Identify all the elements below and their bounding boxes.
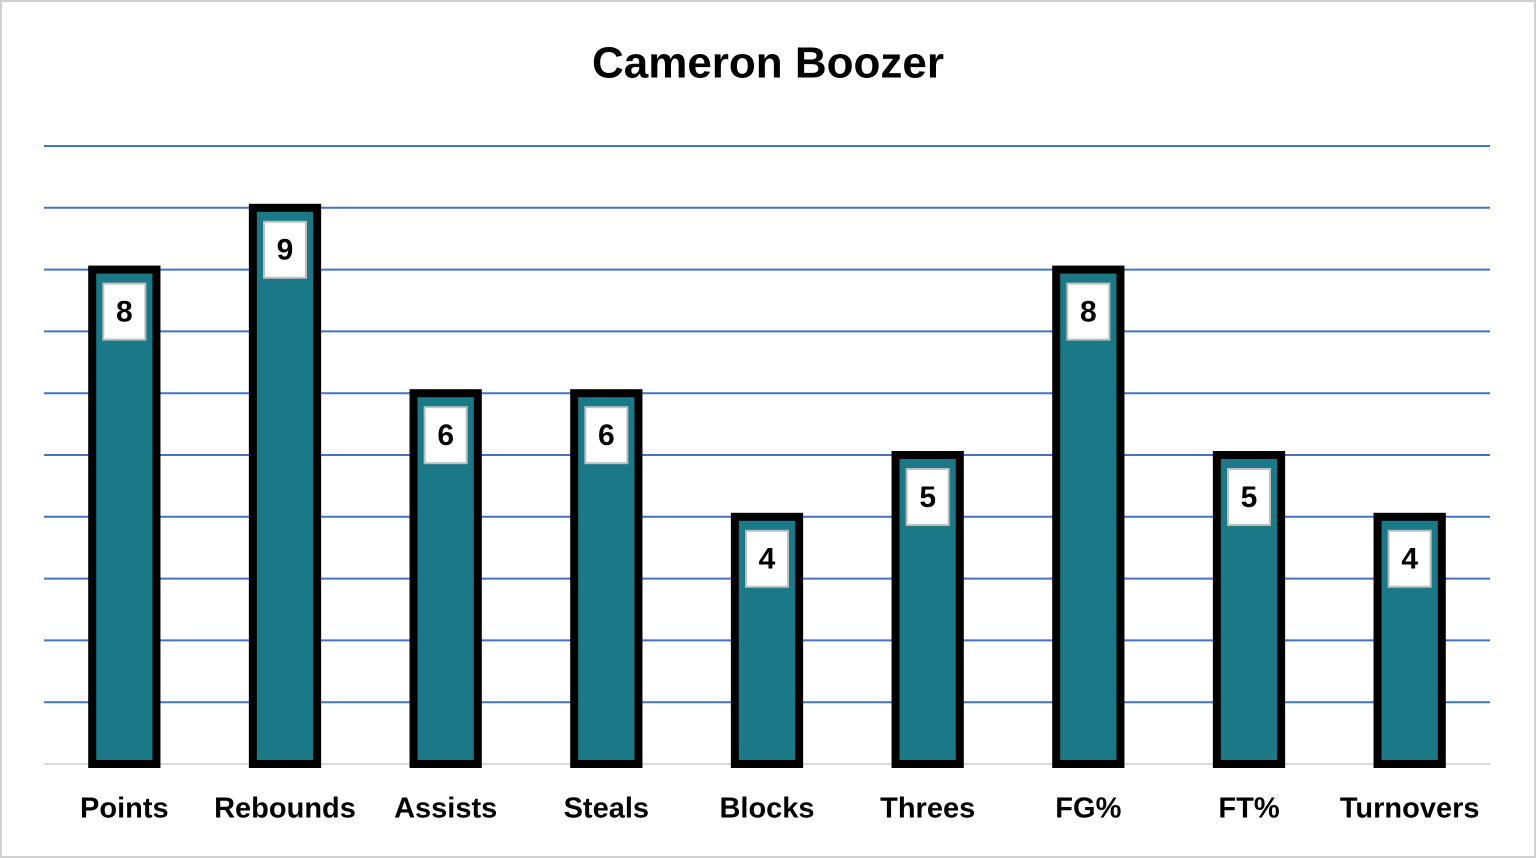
value-label-box <box>102 282 147 341</box>
value-label-box <box>1066 282 1111 341</box>
value-label-box <box>905 468 950 526</box>
bar <box>88 265 161 768</box>
value-label-box <box>745 529 789 588</box>
value-label: 6 <box>598 419 615 452</box>
x-tick-label: Blocks <box>719 793 814 825</box>
value-label: 5 <box>1241 481 1258 514</box>
value-label: 8 <box>116 296 133 329</box>
x-tick-label: FT% <box>1218 793 1279 825</box>
x-tick-label: Steals <box>564 793 649 825</box>
value-label: 9 <box>277 234 294 267</box>
value-label: 5 <box>919 481 936 514</box>
x-tick-label: Points <box>80 793 169 825</box>
x-tick-label: Rebounds <box>214 793 356 825</box>
x-tick-label: FG% <box>1055 793 1121 825</box>
value-label-box <box>1227 468 1271 526</box>
value-label: 8 <box>1080 296 1097 329</box>
value-label: 6 <box>437 419 454 452</box>
x-tick-label: Threes <box>880 793 975 825</box>
value-label-box <box>584 406 629 465</box>
value-label: 4 <box>1401 543 1418 576</box>
x-tick-label: Turnovers <box>1340 793 1480 825</box>
value-label-box <box>263 220 307 279</box>
x-tick-label: Assists <box>394 793 497 825</box>
value-label-box <box>423 406 468 465</box>
value-label-box <box>1387 529 1432 588</box>
chart-title: Cameron Boozer <box>592 39 944 88</box>
bar <box>1052 265 1125 768</box>
bar <box>248 203 322 769</box>
value-label: 4 <box>759 543 776 576</box>
